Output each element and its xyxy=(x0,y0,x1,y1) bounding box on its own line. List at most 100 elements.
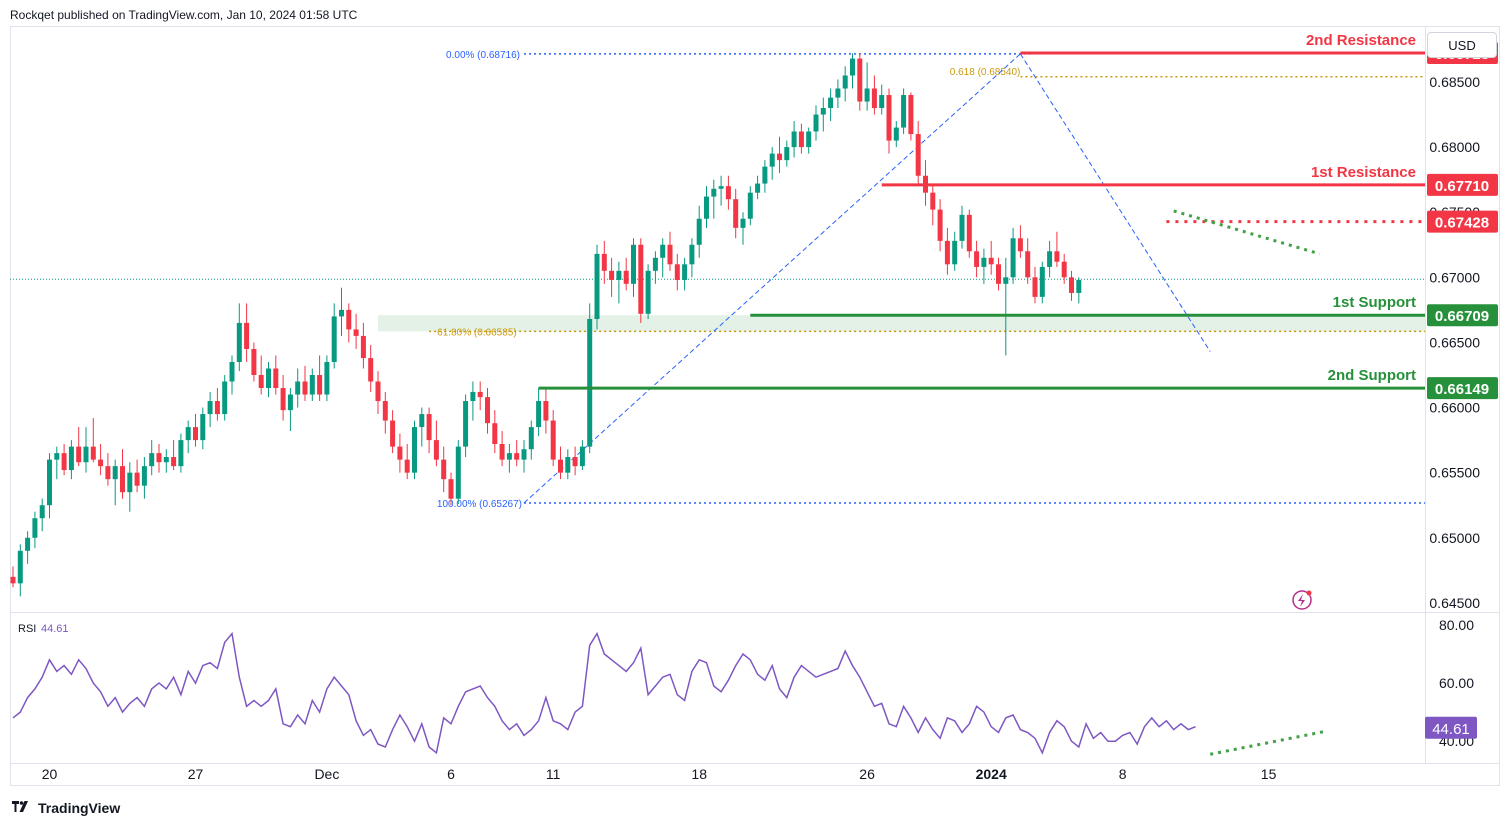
candle[interactable] xyxy=(105,453,111,486)
candle[interactable] xyxy=(1069,270,1074,301)
candle[interactable] xyxy=(937,199,943,252)
candle[interactable] xyxy=(813,105,819,141)
candle[interactable] xyxy=(185,420,191,454)
currency-button[interactable]: USD xyxy=(1427,32,1497,58)
candle[interactable] xyxy=(1054,231,1060,267)
candle[interactable] xyxy=(806,127,812,154)
candle[interactable] xyxy=(251,342,257,382)
candle[interactable] xyxy=(404,444,410,480)
candle[interactable] xyxy=(820,97,826,132)
candle[interactable] xyxy=(879,84,885,115)
candle[interactable] xyxy=(178,433,184,473)
candle[interactable] xyxy=(777,136,782,174)
candle[interactable] xyxy=(674,253,680,291)
candle[interactable] xyxy=(156,444,162,473)
candle[interactable] xyxy=(76,427,82,467)
candle[interactable] xyxy=(280,374,286,421)
candle[interactable] xyxy=(616,261,622,304)
candle[interactable] xyxy=(747,186,753,226)
candle[interactable] xyxy=(229,355,235,395)
candle[interactable] xyxy=(550,410,556,467)
candle[interactable] xyxy=(725,175,731,210)
candle[interactable] xyxy=(295,368,301,408)
candle[interactable] xyxy=(704,186,709,228)
candle[interactable] xyxy=(893,121,899,148)
candle[interactable] xyxy=(61,444,67,476)
candle[interactable] xyxy=(90,417,96,463)
candle[interactable] xyxy=(696,205,702,258)
candle[interactable] xyxy=(193,414,198,447)
candle[interactable] xyxy=(594,244,600,330)
candle[interactable] xyxy=(536,388,542,437)
candle[interactable] xyxy=(667,231,673,271)
candle[interactable] xyxy=(609,257,615,297)
candle[interactable] xyxy=(908,92,914,141)
candle[interactable] xyxy=(120,449,125,499)
candle[interactable] xyxy=(828,88,834,122)
candle[interactable] xyxy=(1025,238,1031,284)
candle[interactable] xyxy=(426,407,432,454)
candle[interactable] xyxy=(966,209,972,258)
candle[interactable] xyxy=(112,459,118,506)
candle[interactable] xyxy=(565,449,571,480)
candle[interactable] xyxy=(631,238,636,297)
candle[interactable] xyxy=(127,462,133,512)
candle[interactable] xyxy=(718,175,724,206)
candle[interactable] xyxy=(83,427,89,473)
candle[interactable] xyxy=(134,459,140,493)
candle[interactable] xyxy=(733,188,739,239)
candle[interactable] xyxy=(601,240,607,284)
candle[interactable] xyxy=(39,498,45,532)
candle[interactable] xyxy=(623,257,629,291)
candle[interactable] xyxy=(368,345,374,392)
candle[interactable] xyxy=(514,440,520,467)
candle[interactable] xyxy=(485,388,490,434)
candle[interactable] xyxy=(1076,277,1082,304)
candle[interactable] xyxy=(302,365,308,402)
candle[interactable] xyxy=(266,361,271,398)
candle[interactable] xyxy=(1017,225,1023,258)
candle[interactable] xyxy=(1032,266,1038,304)
candle[interactable] xyxy=(944,227,950,275)
candle[interactable] xyxy=(455,440,461,504)
candle[interactable] xyxy=(864,62,870,111)
candle[interactable] xyxy=(54,446,60,480)
candle[interactable] xyxy=(988,240,994,275)
candle[interactable] xyxy=(871,75,877,115)
candle[interactable] xyxy=(324,355,330,402)
candle[interactable] xyxy=(755,175,761,200)
candle[interactable] xyxy=(492,410,498,454)
candle[interactable] xyxy=(689,238,695,278)
candle[interactable] xyxy=(477,381,483,411)
candle[interactable] xyxy=(419,407,425,447)
candle[interactable] xyxy=(1003,257,1009,356)
candle[interactable] xyxy=(842,66,848,102)
candle[interactable] xyxy=(886,88,892,154)
candle[interactable] xyxy=(200,407,206,450)
candle[interactable] xyxy=(448,472,454,506)
candle[interactable] xyxy=(850,53,855,89)
candle[interactable] xyxy=(1010,227,1016,284)
candle[interactable] xyxy=(346,303,352,343)
candle[interactable] xyxy=(331,303,337,369)
candle[interactable] xyxy=(974,240,980,278)
candle[interactable] xyxy=(762,160,768,193)
alert-icon[interactable] xyxy=(1292,590,1312,610)
candle[interactable] xyxy=(317,355,323,402)
candle[interactable] xyxy=(791,121,797,158)
candle[interactable] xyxy=(638,238,644,323)
candle[interactable] xyxy=(682,257,688,291)
candle[interactable] xyxy=(711,179,717,219)
candle[interactable] xyxy=(915,121,921,187)
candle[interactable] xyxy=(769,147,775,180)
candle[interactable] xyxy=(660,238,666,278)
candle[interactable] xyxy=(236,303,242,372)
candle[interactable] xyxy=(441,446,447,493)
candle[interactable] xyxy=(382,391,388,434)
candle[interactable] xyxy=(163,449,169,473)
candle[interactable] xyxy=(214,388,220,421)
candle[interactable] xyxy=(1039,261,1045,304)
candle[interactable] xyxy=(412,420,417,480)
candle[interactable] xyxy=(784,140,790,167)
